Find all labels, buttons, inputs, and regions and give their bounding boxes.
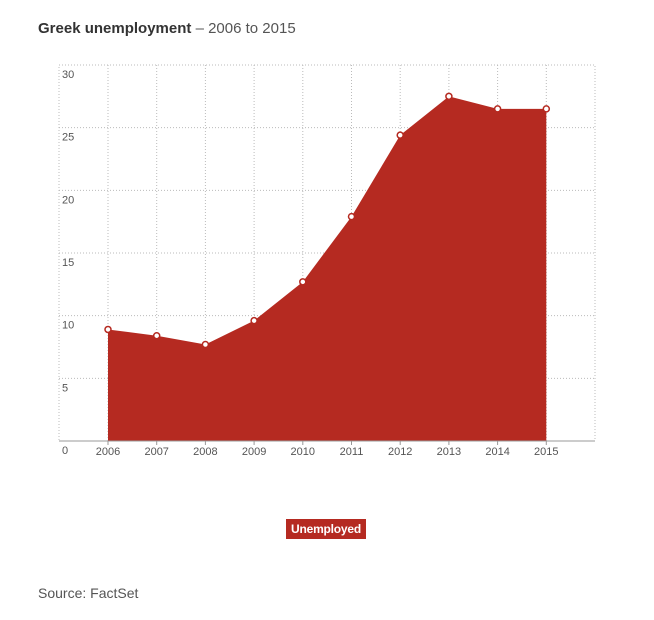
chart-title-subtitle: 2006 to 2015: [208, 20, 296, 37]
series-area-unemployed: [108, 96, 547, 441]
y-tick-label: 25: [62, 132, 74, 144]
x-tick-label: 2014: [485, 446, 509, 458]
data-point[interactable]: [347, 212, 356, 221]
y-tick-label: 15: [62, 257, 74, 269]
chart-title-main: Greek unemployment: [38, 20, 192, 37]
x-tick-label: 2007: [144, 446, 168, 458]
x-tick-label: 2006: [96, 446, 120, 458]
y-tick-label: 0: [62, 445, 68, 457]
x-tick-label: 2010: [291, 446, 315, 458]
y-tick-label: 5: [62, 382, 68, 394]
data-point[interactable]: [542, 105, 551, 113]
chart-title-separator: –: [195, 20, 204, 37]
y-tick-label: 30: [62, 69, 74, 81]
chart-title: Greek unemployment – 2006 to 2015: [38, 20, 296, 37]
data-point[interactable]: [201, 340, 210, 349]
data-point[interactable]: [250, 316, 258, 325]
x-tick-label: 2009: [242, 446, 266, 458]
data-point[interactable]: [445, 92, 453, 101]
data-point[interactable]: [299, 278, 307, 286]
y-tick-label: 20: [62, 194, 74, 206]
x-tick-label: 2015: [534, 446, 558, 458]
data-point[interactable]: [152, 331, 161, 340]
x-tick-label: 2008: [193, 446, 217, 458]
data-point[interactable]: [104, 325, 112, 334]
x-tick-label: 2012: [388, 446, 412, 458]
data-point[interactable]: [493, 105, 502, 113]
x-tick-label: 2011: [340, 446, 364, 458]
data-point[interactable]: [396, 131, 404, 139]
y-tick-label: 10: [62, 320, 74, 332]
legend-item-unemployed[interactable]: Unemployed: [286, 519, 367, 539]
x-tick-label: 2013: [437, 446, 461, 458]
source-note: Source: FactSet: [38, 585, 139, 601]
